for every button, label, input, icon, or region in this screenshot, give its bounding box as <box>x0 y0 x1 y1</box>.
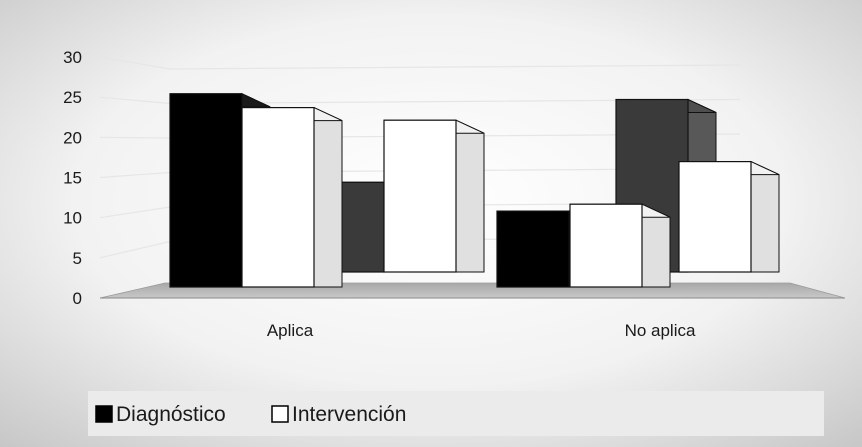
category-label: Aplica <box>267 321 314 340</box>
category-label: No aplica <box>625 321 696 340</box>
bar-front-1-1 <box>569 203 671 288</box>
y-tick-label: 15 <box>63 169 82 188</box>
y-tick-label: 30 <box>63 48 82 67</box>
bar-front-face <box>678 161 752 273</box>
legend-box <box>88 391 824 436</box>
y-tick-label: 25 <box>63 88 82 107</box>
y-tick-label: 5 <box>73 249 82 268</box>
bar-back-1-1 <box>678 160 780 273</box>
y-tick-label: 10 <box>63 209 82 228</box>
legend-swatch <box>271 405 289 423</box>
bar-side-face <box>313 106 343 288</box>
bar-front-0-1 <box>241 106 343 288</box>
y-tick-label: 0 <box>73 289 82 308</box>
bar-front-face <box>569 203 643 288</box>
bar-side-face <box>750 160 780 273</box>
legend-label: Intervención <box>292 403 406 426</box>
bar-front-face <box>496 210 570 288</box>
legend-label: Diagnóstico <box>116 403 226 426</box>
bar-side-face <box>455 119 485 273</box>
y-tick-label: 20 <box>63 128 82 147</box>
bar-front-face <box>169 93 243 288</box>
bar-front-face <box>383 119 457 273</box>
gridline <box>99 56 741 70</box>
legend-swatch <box>95 405 113 423</box>
bar-front-face <box>241 106 315 288</box>
bar-back-0-1 <box>383 119 485 273</box>
